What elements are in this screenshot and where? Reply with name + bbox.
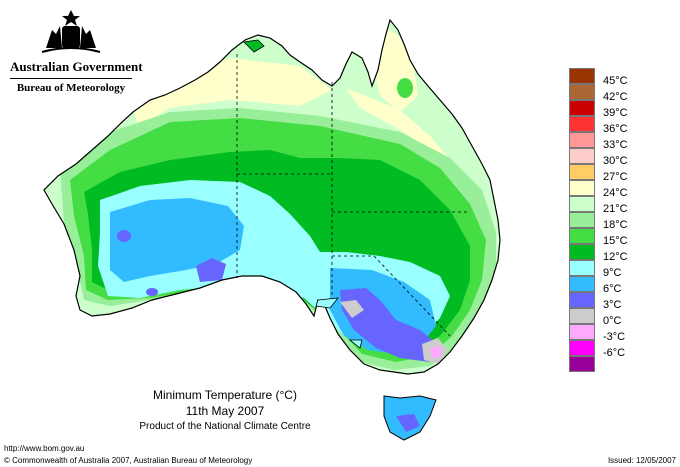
legend-swatch bbox=[569, 84, 595, 100]
map-title-block: Minimum Temperature (°C) 11th May 2007 P… bbox=[110, 387, 340, 435]
legend-label: 45°C bbox=[603, 75, 628, 87]
region-m3c-alps bbox=[430, 346, 442, 358]
legend-swatch bbox=[569, 260, 595, 276]
legend-row: 39°C bbox=[569, 100, 639, 119]
legend-label: 36°C bbox=[603, 123, 628, 135]
legend-row: 45°C bbox=[569, 68, 639, 87]
legend-row bbox=[569, 356, 639, 372]
legend-swatch bbox=[569, 180, 595, 196]
legend-row: -6°C bbox=[569, 340, 639, 359]
legend-swatch bbox=[569, 116, 595, 132]
legend-label: 42°C bbox=[603, 91, 628, 103]
region-6c-wa-spot2 bbox=[146, 288, 158, 296]
legend-swatch bbox=[569, 292, 595, 308]
map-title: Minimum Temperature (°C) bbox=[153, 388, 297, 402]
legend-swatch bbox=[569, 148, 595, 164]
legend-row: 36°C bbox=[569, 116, 639, 135]
state-borders bbox=[236, 54, 468, 337]
legend-row: 21°C bbox=[569, 196, 639, 215]
legend-swatch bbox=[569, 132, 595, 148]
legend-row: 3°C bbox=[569, 292, 639, 311]
map-date: 11th May 2007 bbox=[185, 404, 265, 418]
legend-label: 12°C bbox=[603, 251, 628, 263]
legend-swatch bbox=[569, 196, 595, 212]
legend-row: 0°C bbox=[569, 308, 639, 327]
legend-row: 24°C bbox=[569, 180, 639, 199]
region-3c-west bbox=[196, 258, 226, 282]
legend-row: 15°C bbox=[569, 228, 639, 247]
government-name: Australian Government bbox=[10, 59, 143, 79]
legend-label: 21°C bbox=[603, 203, 628, 215]
legend-row: 9°C bbox=[569, 260, 639, 279]
legend-swatch bbox=[569, 68, 595, 84]
footer-url[interactable]: http://www.bom.gov.au bbox=[4, 444, 85, 453]
legend-label: -3°C bbox=[603, 331, 626, 343]
legend-row: 27°C bbox=[569, 164, 639, 183]
legend-swatch bbox=[569, 356, 595, 372]
region-0c-se bbox=[340, 300, 364, 318]
footer-copyright: © Commonwealth of Australia 2007, Austra… bbox=[4, 456, 253, 465]
legend-row: 18°C bbox=[569, 212, 639, 231]
tasmania-cold bbox=[396, 414, 420, 432]
legend-swatch bbox=[569, 228, 595, 244]
legend-row: 42°C bbox=[569, 84, 639, 103]
legend-swatch bbox=[569, 100, 595, 116]
legend-swatch bbox=[569, 212, 595, 228]
legend-label: 24°C bbox=[603, 187, 628, 199]
footer-issued: Issued: 12/05/2007 bbox=[607, 456, 676, 465]
legend-label: 9°C bbox=[603, 267, 622, 279]
region-6c-wa-spot bbox=[117, 230, 131, 242]
region-15c-qld-spot bbox=[397, 78, 413, 98]
legend-label: 0°C bbox=[603, 315, 622, 327]
legend-label: 15°C bbox=[603, 235, 628, 247]
legend-label: -6°C bbox=[603, 347, 626, 359]
temperature-legend: 45°C 42°C 39°C 36°C 33°C 30°C 27°C 24°C 21°C 18°C… bbox=[569, 68, 639, 372]
legend-swatch bbox=[569, 164, 595, 180]
legend-swatch bbox=[569, 244, 595, 260]
coat-of-arms-icon bbox=[41, 10, 101, 53]
bom-logo: Australian Government Bureau of Meteorol… bbox=[10, 8, 143, 94]
legend-label: 3°C bbox=[603, 299, 622, 311]
bureau-name: Bureau of Meteorology bbox=[16, 82, 126, 94]
legend-label: 6°C bbox=[603, 283, 622, 295]
islands bbox=[243, 39, 363, 349]
region-3c-se bbox=[340, 288, 440, 362]
legend-label: 27°C bbox=[603, 171, 628, 183]
legend-swatch bbox=[569, 324, 595, 340]
legend-swatch bbox=[569, 340, 595, 356]
legend-row: -3°C bbox=[569, 324, 639, 343]
legend-label: 39°C bbox=[603, 107, 628, 119]
legend-row: 12°C bbox=[569, 244, 639, 263]
legend-label: 30°C bbox=[603, 155, 628, 167]
legend-row: 6°C bbox=[569, 276, 639, 295]
legend-swatch bbox=[569, 276, 595, 292]
legend-row: 30°C bbox=[569, 148, 639, 167]
legend-row: 33°C bbox=[569, 132, 639, 151]
legend-swatch bbox=[569, 308, 595, 324]
legend-label: 18°C bbox=[603, 219, 628, 231]
legend-label: 33°C bbox=[603, 139, 628, 151]
map-source: Product of the National Climate Centre bbox=[139, 421, 311, 432]
